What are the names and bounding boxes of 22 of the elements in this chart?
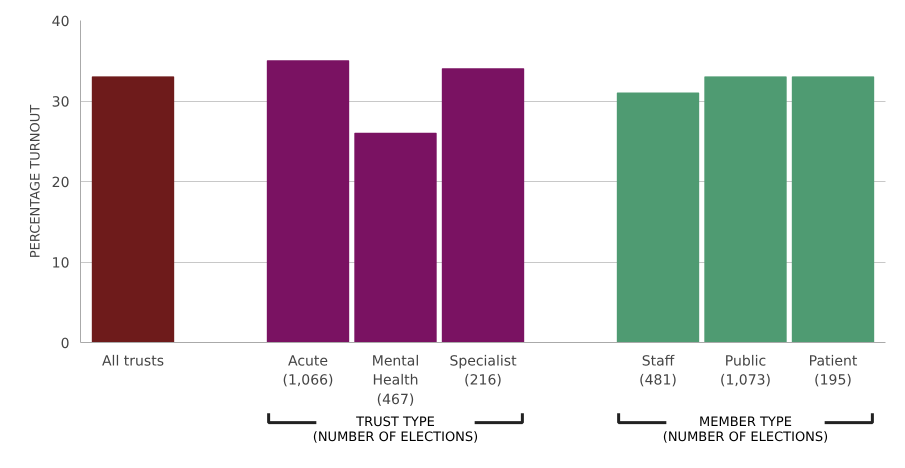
bar xyxy=(92,76,174,342)
bar xyxy=(704,76,787,342)
bar xyxy=(442,68,524,342)
x-tick-label: All trusts xyxy=(102,354,164,370)
x-tick-label: Staff (481) xyxy=(639,354,677,389)
x-tick-label: Mental Health (467) xyxy=(372,354,420,408)
y-tick-label: 30 xyxy=(52,94,70,110)
x-tick-label: Patient (195) xyxy=(808,354,858,389)
y-tick-label: 0 xyxy=(60,336,70,352)
text: TRUST TYPE (NUMBER OF ELECTIONS) xyxy=(312,414,478,445)
text: MEMBER TYPE (NUMBER OF ELECTIONS) xyxy=(662,414,828,445)
x-tick-label: Acute (1,066) xyxy=(282,354,334,389)
x-tick-label: Specialist (216) xyxy=(449,354,518,389)
y-tick-label: 10 xyxy=(52,256,70,272)
y-axis-title: PERCENTAGE TURNOUT xyxy=(28,104,44,258)
bar xyxy=(266,60,350,342)
x-tick-label: Public (1,073) xyxy=(720,354,772,389)
y-tick-label: 40 xyxy=(52,14,70,30)
y-tick-label: 20 xyxy=(52,175,70,191)
bar xyxy=(354,132,437,342)
bar xyxy=(792,76,874,342)
bar xyxy=(616,92,700,342)
